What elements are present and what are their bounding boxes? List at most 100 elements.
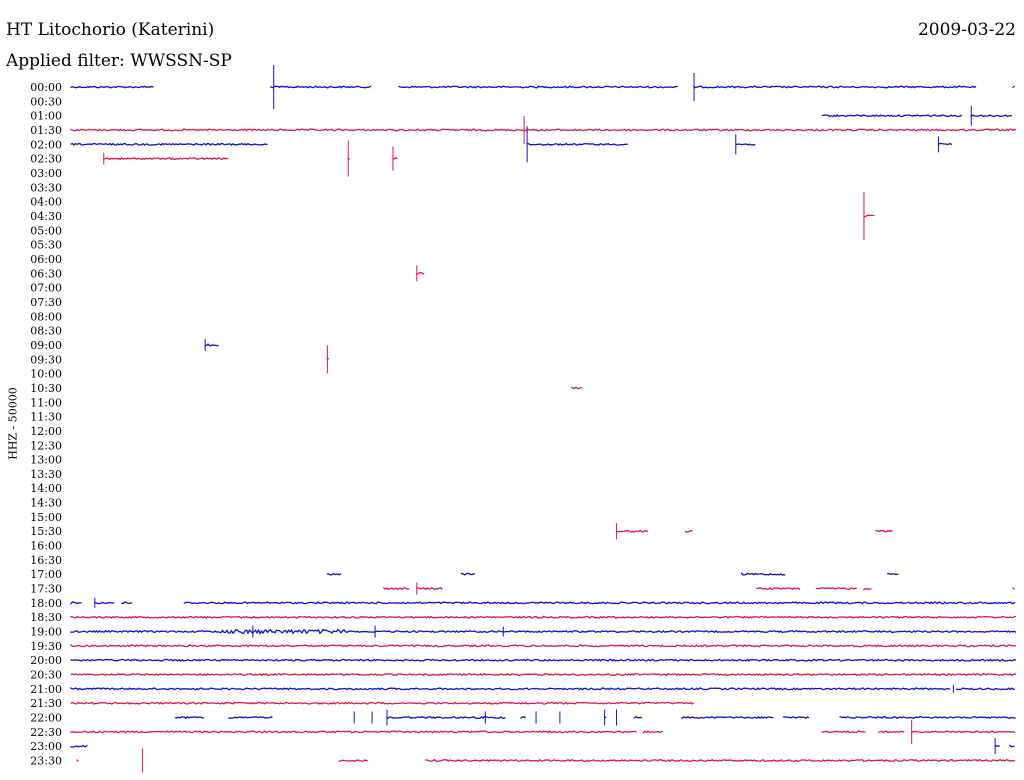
trace-segment [1009, 744, 1015, 748]
trace-segment [815, 587, 857, 590]
trace-segment [642, 730, 663, 734]
row-time-label: 07:00 [30, 282, 62, 295]
row-time-label: 08:30 [30, 325, 62, 338]
row-time-label: 23:00 [30, 740, 62, 753]
row-time-label: 22:00 [30, 712, 62, 725]
row-time-label: 19:30 [30, 640, 62, 653]
trace-segment [741, 571, 786, 576]
trace-segment [121, 601, 133, 605]
trace-segment [937, 142, 953, 146]
row-time-label: 07:30 [30, 296, 62, 309]
trace-segment [878, 730, 905, 734]
row-time-label: 14:30 [30, 497, 62, 510]
trace-segment [70, 85, 154, 89]
trace-segment [863, 214, 875, 218]
trace-segment [392, 157, 398, 160]
trace-segment [839, 716, 1016, 720]
row-time-label: 17:30 [30, 583, 62, 596]
row-time-label: 01:00 [30, 110, 62, 123]
trace-segment [1012, 586, 1015, 590]
trace-segment [338, 759, 368, 763]
trace-segment [70, 744, 88, 748]
row-time-label: 04:30 [30, 210, 62, 223]
trace-segment [520, 716, 526, 719]
trace-segment [633, 716, 643, 720]
row-time-label: 13:30 [30, 468, 62, 481]
trace-segment [955, 687, 1015, 691]
trace-segment [875, 529, 893, 533]
row-time-label: 17:00 [30, 568, 62, 581]
trace-segment [70, 658, 1017, 662]
trace-segment [70, 615, 1017, 619]
row-time-label: 11:30 [30, 411, 62, 424]
row-time-label: 21:30 [30, 697, 62, 710]
row-time-label: 05:00 [30, 224, 62, 237]
row-time-label: 09:00 [30, 339, 62, 352]
date-label: 2009-03-22 [917, 20, 1016, 40]
trace-segment [821, 730, 866, 734]
trace-segment [386, 715, 506, 719]
row-time-label: 12:00 [30, 425, 62, 438]
row-time-label: 00:30 [30, 95, 62, 108]
row-time-label: 21:00 [30, 683, 62, 696]
trace-segment [70, 128, 1017, 132]
trace-segment [755, 586, 801, 591]
trace-segment [994, 744, 1000, 748]
filter-label: Applied filter: WWSSN-SP [6, 51, 232, 71]
trace-segment [782, 715, 810, 720]
trace-segment [1012, 85, 1015, 89]
trace-segment [383, 586, 410, 591]
trace-segment [174, 715, 204, 720]
row-time-label: 06:00 [30, 253, 62, 266]
trace-segment [103, 157, 229, 161]
row-time-label: 16:30 [30, 554, 62, 567]
trace-segment [571, 386, 583, 390]
row-time-label: 18:00 [30, 597, 62, 610]
trace-segment [70, 601, 82, 605]
trace-segment [270, 85, 372, 89]
trace-segment [70, 142, 268, 146]
trace-segment [70, 672, 1017, 677]
trace-segment [425, 758, 1016, 763]
row-time-label: 01:30 [30, 124, 62, 137]
trace-segment [70, 686, 951, 691]
row-time-label: 23:30 [30, 755, 62, 768]
row-time-label: 19:00 [30, 626, 62, 639]
trace-segment [681, 715, 774, 720]
row-time-label: 06:30 [30, 267, 62, 280]
trace-segment [228, 716, 273, 719]
station-title: HT Litochorio (Katerini) [6, 20, 215, 40]
trace-segment [416, 271, 425, 275]
trace-segment [70, 628, 1017, 635]
trace-segment [326, 572, 342, 576]
trace-segment [615, 529, 649, 533]
row-time-label: 16:00 [30, 540, 62, 553]
trace-segment [460, 572, 476, 576]
trace-segment [693, 85, 977, 89]
trace-segment [94, 601, 115, 605]
row-time-label: 18:30 [30, 611, 62, 624]
trace-segment [863, 588, 872, 591]
row-time-label: 08:00 [30, 310, 62, 323]
trace-segment [684, 529, 693, 533]
row-time-label: 03:00 [30, 167, 62, 180]
trace-segment [526, 142, 628, 146]
row-time-label: 12:30 [30, 439, 62, 452]
row-time-label: 05:30 [30, 239, 62, 252]
trace-segment [398, 85, 679, 89]
row-time-label: 10:00 [30, 368, 62, 381]
trace-segment [70, 643, 1016, 648]
row-time-label: 15:30 [30, 525, 62, 538]
trace-segment [911, 730, 1016, 734]
row-time-label: 11:00 [30, 396, 62, 409]
row-time-label: 15:00 [30, 511, 62, 524]
row-time-label: 10:30 [30, 382, 62, 395]
row-time-label: 04:00 [30, 196, 62, 209]
row-time-label: 00:00 [30, 81, 62, 94]
trace-segment [70, 701, 694, 705]
trace-segment [204, 343, 219, 347]
row-time-label: 03:30 [30, 181, 62, 194]
trace-segment [821, 114, 963, 118]
row-time-label: 02:00 [30, 138, 62, 151]
